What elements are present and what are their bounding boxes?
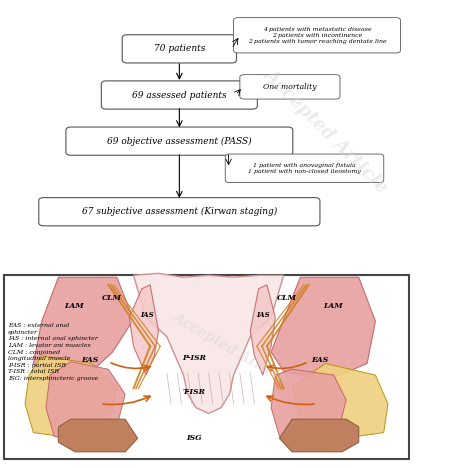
Text: EAS: EAS: [82, 356, 99, 364]
Text: T-ISR: T-ISR: [182, 388, 205, 396]
Text: EAS : external anal
sphincter
IAS : internal anal sphincter
LAM : levator ani mu: EAS : external anal sphincter IAS : inte…: [9, 323, 99, 381]
Polygon shape: [25, 356, 117, 439]
FancyBboxPatch shape: [225, 154, 384, 183]
Polygon shape: [129, 285, 158, 375]
Text: 1 patient with anovaginal fistula
1 patient with non-closed ileostomy: 1 patient with anovaginal fistula 1 pati…: [248, 163, 361, 174]
Text: EAS: EAS: [311, 356, 328, 364]
Text: Accepted Article: Accepted Article: [170, 310, 289, 387]
Text: 69 objective assessment (PASS): 69 objective assessment (PASS): [107, 137, 252, 146]
Text: 70 patients: 70 patients: [154, 44, 205, 53]
Text: 67 subjective assessment (Kirwan staging): 67 subjective assessment (Kirwan staging…: [82, 207, 277, 216]
FancyBboxPatch shape: [66, 127, 293, 155]
Text: IAS: IAS: [256, 312, 270, 320]
FancyBboxPatch shape: [101, 81, 257, 109]
Text: P-ISR: P-ISR: [182, 354, 206, 362]
Polygon shape: [292, 364, 388, 439]
Text: ISG: ISG: [186, 434, 202, 442]
Polygon shape: [250, 285, 275, 375]
FancyBboxPatch shape: [240, 74, 340, 99]
Text: IAS: IAS: [140, 312, 154, 320]
Polygon shape: [46, 362, 125, 442]
Polygon shape: [33, 277, 134, 381]
Text: Figure 1: Flow chart of the studied patients.: Figure 1: Flow chart of the studied pati…: [4, 285, 207, 294]
FancyBboxPatch shape: [0, 0, 426, 279]
Text: One mortality: One mortality: [263, 83, 317, 91]
FancyBboxPatch shape: [234, 18, 401, 53]
Polygon shape: [271, 369, 346, 442]
FancyBboxPatch shape: [4, 275, 409, 460]
FancyBboxPatch shape: [122, 35, 237, 63]
Text: CLM: CLM: [102, 294, 122, 302]
Polygon shape: [134, 273, 283, 413]
Text: CLM: CLM: [277, 294, 297, 302]
Text: 69 assessed patients: 69 assessed patients: [132, 90, 227, 100]
Text: Accepted Article: Accepted Article: [260, 65, 391, 196]
Polygon shape: [58, 419, 137, 452]
Text: LAM: LAM: [64, 302, 84, 310]
Polygon shape: [280, 419, 359, 452]
Text: LAM: LAM: [323, 302, 343, 310]
FancyBboxPatch shape: [39, 197, 320, 226]
Text: 4 patients with metastatic disease
2 patients with incontinence
2 patients with : 4 patients with metastatic disease 2 pat…: [247, 27, 386, 44]
Polygon shape: [271, 277, 375, 381]
